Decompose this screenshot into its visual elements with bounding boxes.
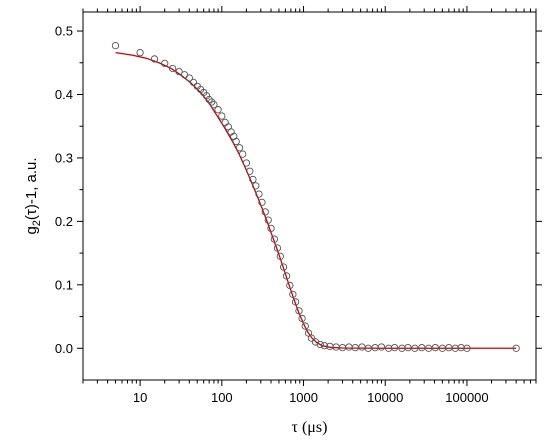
data-point [298, 314, 306, 323]
data-point [258, 198, 266, 206]
data-point [150, 55, 159, 63]
data-point [457, 343, 465, 352]
data-point [282, 272, 291, 280]
data-point [252, 182, 260, 190]
data-point [235, 144, 244, 152]
data-point [221, 118, 229, 127]
data-point [279, 263, 288, 271]
data-point [175, 67, 183, 76]
x-tick-label: 1000 [289, 390, 318, 405]
data-point [205, 95, 213, 104]
data-point [451, 344, 459, 352]
data-point [512, 344, 520, 352]
data-point [246, 167, 254, 175]
data-point [161, 59, 169, 68]
y-tick-label: 0.5 [55, 24, 73, 39]
x-tick-label: 100000 [445, 390, 488, 405]
data-point [411, 344, 419, 352]
ticks [77, 6, 542, 386]
data-point [185, 74, 193, 82]
y-tick-label: 0.0 [55, 341, 73, 356]
data-point [264, 216, 272, 224]
data-point [291, 298, 300, 306]
data-point [320, 342, 329, 350]
y-axis-title: g2(τ)-1, a.u. [23, 157, 43, 234]
data-point [136, 48, 144, 57]
fit-line [115, 51, 517, 349]
x-tick-label: 10 [133, 390, 147, 405]
data-point [261, 208, 269, 216]
data-point [301, 322, 309, 330]
data-point [358, 343, 366, 351]
data-point [111, 41, 120, 50]
data-point [286, 281, 294, 290]
data-point [431, 343, 439, 352]
y-axis-title-sub: 2 [31, 220, 43, 226]
data-point [218, 112, 226, 120]
y-axis-title-rest: (τ)-1, a.u. [23, 157, 40, 220]
data-point [270, 235, 279, 243]
data-point [307, 334, 316, 342]
data-point [276, 252, 284, 260]
data-point [273, 244, 282, 252]
data-point [207, 98, 216, 106]
data-point [232, 137, 240, 146]
data-point [210, 100, 218, 109]
y-axis-title-base: g [23, 226, 40, 234]
data-point [242, 159, 251, 167]
data-point [316, 340, 324, 349]
data-point [189, 78, 198, 87]
y-tick-label: 0.3 [55, 150, 73, 165]
data-point [289, 290, 297, 298]
data-point [463, 344, 471, 352]
data-point [168, 64, 177, 73]
data-point [295, 307, 303, 315]
data-point [418, 343, 426, 352]
data-point [202, 92, 211, 100]
data-point [267, 224, 275, 233]
data-point [214, 106, 222, 114]
data-point [255, 190, 263, 198]
tick-labels: 10 100 1000 10000 100000 0.0 0.1 0.2 0.3 0.4 0.5 [55, 24, 489, 405]
data-point [249, 175, 257, 184]
y-tick-label: 0.1 [55, 277, 73, 292]
data-point [239, 150, 247, 158]
x-axis-title: τ (μs) [292, 419, 328, 436]
x-tick-label: 100 [211, 390, 233, 405]
x-tick-label: 10000 [367, 390, 403, 405]
plot-frame [82, 11, 537, 381]
data-point [377, 343, 386, 351]
y-tick-label: 0.2 [55, 214, 73, 229]
data-point [180, 71, 189, 79]
data-point [390, 343, 399, 352]
data-markers [111, 41, 520, 352]
data-point [345, 343, 353, 351]
y-tick-label: 0.4 [55, 87, 73, 102]
